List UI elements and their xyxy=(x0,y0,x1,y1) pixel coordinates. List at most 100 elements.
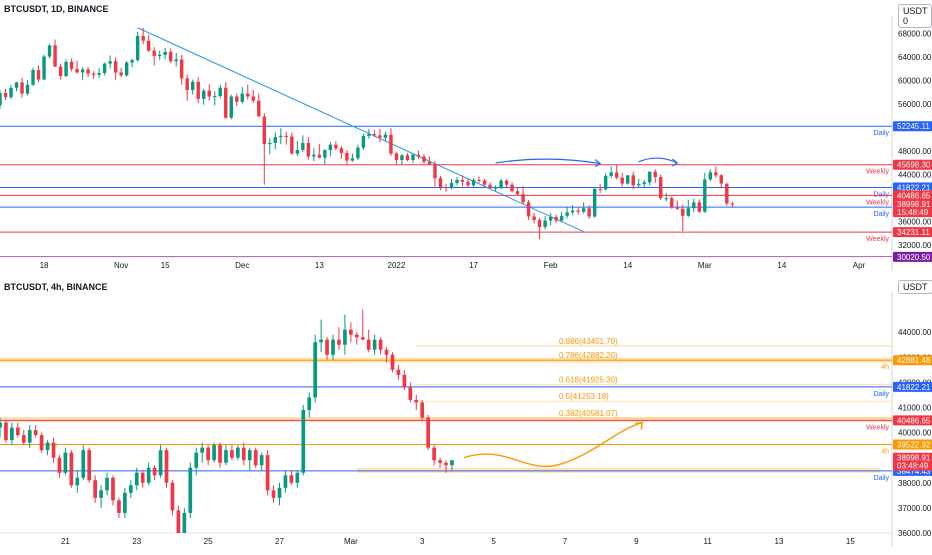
top-arrow-head xyxy=(671,158,679,167)
top-price-badge-text: 45698.30 xyxy=(897,161,931,170)
top-candle-body xyxy=(686,208,690,216)
bottom-candle-body xyxy=(87,450,92,481)
bottom-candle-body xyxy=(450,460,454,466)
top-candle-body xyxy=(427,161,432,165)
bottom-y-tick-label: 37000.00 xyxy=(898,504,932,513)
top-candle-body xyxy=(499,180,503,188)
top-y-tick-label: 44000.00 xyxy=(898,171,932,180)
bottom-candle-body xyxy=(152,467,157,476)
top-candle-body xyxy=(350,158,355,161)
bottom-candle-body xyxy=(396,369,401,375)
bottom-level-tag: Daily xyxy=(873,475,889,482)
top-y-tick-label: 56000.00 xyxy=(898,100,932,109)
top-level-tag: Weekly xyxy=(866,169,889,176)
bottom-candle-body xyxy=(325,339,329,355)
top-candle-body xyxy=(389,134,393,154)
top-price-badge xyxy=(893,227,932,238)
top-price-badge-text: 34231.11 xyxy=(897,228,930,237)
top-candle-body xyxy=(681,208,685,216)
bottom-projection-head xyxy=(635,421,644,430)
bottom-y-tick-label: 38000.00 xyxy=(898,479,932,488)
top-candle-body xyxy=(438,178,443,188)
top-unit-selector[interactable]: USDT 0 xyxy=(898,4,932,28)
bottom-x-tick-label: 9 xyxy=(634,537,639,546)
top-candle-body xyxy=(708,172,713,180)
top-candle-body xyxy=(130,60,134,63)
bottom-price-badge xyxy=(893,415,932,426)
top-candle-body xyxy=(548,217,553,221)
top-candle-body xyxy=(416,154,421,157)
bottom-fib-label: 0.382(40581.07) xyxy=(559,409,618,418)
top-x-tick-label: 2022 xyxy=(388,261,406,270)
top-candle-body xyxy=(482,180,487,185)
bottom-candle-body xyxy=(224,450,228,463)
top-level-tag: Weekly xyxy=(866,236,889,243)
top-candle-body xyxy=(466,181,470,186)
bottom-unit-selector[interactable]: USDT xyxy=(898,280,932,294)
bottom-candle-body xyxy=(206,447,210,461)
top-candle-body xyxy=(659,177,663,199)
top-candle-body xyxy=(284,135,289,137)
top-candle-body xyxy=(58,66,63,76)
bottom-candle-body xyxy=(343,329,347,345)
bottom-candle-body xyxy=(212,445,216,461)
bottom-candle-body xyxy=(289,475,294,483)
bottom-x-tick-label: 15 xyxy=(846,537,855,546)
top-y-tick-label: 32000.00 xyxy=(898,241,932,250)
top-candle-body xyxy=(86,69,90,74)
bottom-candle-body xyxy=(27,430,32,443)
top-price-badge-text: 38998.91 xyxy=(897,200,931,209)
top-candle-body xyxy=(609,172,613,176)
bottom-y-tick-label: 40000.00 xyxy=(898,429,932,438)
top-price-badge-text: 40486.65 xyxy=(897,191,931,200)
top-candle-body xyxy=(554,217,558,221)
top-candle-body xyxy=(163,51,167,55)
top-level-tag: Weekly xyxy=(866,199,889,206)
top-candle-body xyxy=(367,134,371,136)
top-candle-body xyxy=(642,182,646,185)
top-candle-body xyxy=(157,54,162,56)
bottom-fib-label: 0.5(41253.18) xyxy=(559,392,609,401)
bottom-candle-body xyxy=(176,510,181,533)
top-candle-body xyxy=(14,82,19,88)
top-candle-body xyxy=(664,198,668,200)
top-x-tick-label: 15 xyxy=(161,261,170,270)
top-candle-body xyxy=(422,156,426,162)
top-candle-body xyxy=(279,135,283,138)
top-x-tick-label: Apr xyxy=(853,261,866,270)
top-candle-body xyxy=(653,171,657,178)
top-candle-body xyxy=(598,188,602,190)
bottom-candle-body xyxy=(319,339,323,343)
bottom-candle-body xyxy=(301,409,306,473)
bottom-x-tick-label: 5 xyxy=(491,537,496,546)
top-candle-body xyxy=(356,147,360,159)
top-pane-title: BTCUSDT, 1D, BINANCE xyxy=(4,4,109,14)
bottom-y-tick-label: 44000.00 xyxy=(898,328,932,337)
bottom-candle-body xyxy=(295,472,300,483)
top-candle-body xyxy=(372,134,377,136)
bottom-candle-body xyxy=(99,490,103,498)
bottom-candle-body xyxy=(390,354,395,370)
top-x-tick-label: Mar xyxy=(698,261,712,270)
bottom-candle-body xyxy=(402,374,407,388)
top-x-tick-label: Feb xyxy=(544,261,558,270)
bottom-candle-body xyxy=(188,467,193,513)
top-candle-body xyxy=(119,72,123,76)
bottom-candle-body xyxy=(75,477,80,486)
bottom-x-tick-label: 25 xyxy=(204,537,213,546)
top-candle-body xyxy=(25,84,30,94)
top-x-tick-label: Nov xyxy=(114,261,128,270)
bottom-candle-body xyxy=(146,467,151,483)
top-candle-body xyxy=(614,172,619,178)
top-candle-body xyxy=(179,59,184,79)
bottom-fib-label: 0.618(41925.30) xyxy=(559,375,618,384)
top-candle-body xyxy=(257,100,261,117)
bottom-candle-body xyxy=(313,342,318,398)
bottom-zone xyxy=(0,417,892,423)
top-candle-body xyxy=(306,142,311,157)
bottom-price-badge-text: 40486.65 xyxy=(897,416,931,425)
top-unit-suffix: 0 xyxy=(903,16,909,26)
top-candle-body xyxy=(262,116,267,145)
top-candle-body xyxy=(537,219,542,228)
